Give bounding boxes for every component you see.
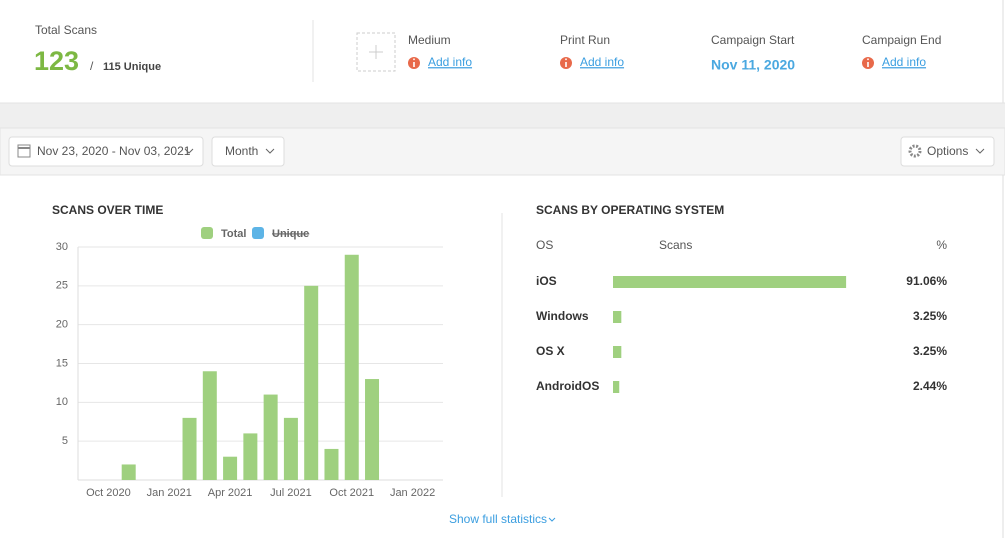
- options-button[interactable]: [900, 136, 995, 167]
- add-info-link[interactable]: Add info: [882, 55, 926, 69]
- interval-button[interactable]: [211, 136, 285, 167]
- calendar-icon: [17, 144, 31, 158]
- x-tick-label: Jul 2021: [270, 487, 312, 499]
- os-percent: 91.06%: [906, 274, 947, 288]
- legend-swatch[interactable]: [201, 227, 213, 239]
- os-name: Windows: [536, 309, 589, 323]
- y-tick-label: 5: [62, 435, 68, 447]
- bar: [182, 417, 197, 480]
- os-name: iOS: [536, 274, 557, 288]
- info-icon: [565, 58, 567, 61]
- os-percent: 3.25%: [913, 309, 947, 323]
- date-button[interactable]: [8, 136, 204, 167]
- y-tick-label: 25: [56, 280, 68, 292]
- x-tick-label: Jan 2021: [147, 487, 192, 499]
- x-tick-label: Jan 2022: [390, 487, 435, 499]
- show-stats-link[interactable]: Show full statistics: [449, 512, 547, 526]
- gear-icon: [908, 144, 922, 158]
- bar: [324, 448, 339, 480]
- separator: /: [90, 59, 94, 73]
- date-range: Nov 23, 2020 - Nov 03, 2021: [37, 144, 191, 158]
- chevron: [548, 517, 556, 522]
- bar: [263, 394, 278, 480]
- os-bar: [613, 311, 622, 323]
- add-info-link[interactable]: Add info: [428, 55, 472, 69]
- bar: [223, 456, 238, 480]
- field-label: Campaign End: [862, 33, 941, 47]
- add-info-link[interactable]: Add info: [580, 55, 624, 69]
- os-name: AndroidOS: [536, 379, 599, 393]
- legend-swatch[interactable]: [252, 227, 264, 239]
- bar: [365, 379, 380, 480]
- column-header: Scans: [659, 238, 692, 252]
- field-label: Campaign Start: [711, 33, 795, 47]
- x-tick-label: Apr 2021: [208, 487, 253, 499]
- chevron: [265, 148, 275, 154]
- field-label: Medium: [408, 33, 451, 47]
- field-value: Nov 11, 2020: [711, 57, 795, 73]
- bar: [121, 464, 136, 480]
- bar: [304, 285, 319, 480]
- bar: [243, 433, 258, 480]
- os-bar: [613, 346, 622, 358]
- plus-icon: [369, 45, 383, 59]
- chevron: [184, 148, 194, 154]
- x-tick-label: Oct 2020: [86, 487, 131, 499]
- y-tick-label: 20: [56, 319, 68, 331]
- bar: [344, 254, 359, 480]
- total-label: Total Scans: [35, 23, 97, 37]
- image-placeholder[interactable]: [356, 32, 396, 72]
- info-icon: [413, 62, 415, 67]
- os-bar: [613, 381, 620, 393]
- info-icon: [413, 58, 415, 61]
- y-tick-label: 10: [56, 396, 68, 408]
- legend-label[interactable]: Total: [221, 228, 246, 240]
- os-name: OS X: [536, 344, 565, 358]
- field-label: Print Run: [560, 33, 610, 47]
- bar: [283, 417, 298, 480]
- info-icon: [867, 62, 869, 67]
- column-header: %: [936, 238, 947, 252]
- unique-value: 115 Unique: [103, 61, 161, 73]
- os-bar: [613, 276, 847, 288]
- os-title: SCANS BY OPERATING SYSTEM: [536, 203, 724, 217]
- bar: [202, 371, 217, 480]
- options: Options: [927, 144, 968, 158]
- info-icon: [867, 58, 869, 61]
- x-tick-label: Oct 2021: [329, 487, 374, 499]
- total-value: 123: [34, 46, 79, 76]
- gap: [0, 103, 1005, 128]
- os-percent: 2.44%: [913, 379, 947, 393]
- interval: Month: [225, 144, 258, 158]
- os-percent: 3.25%: [913, 344, 947, 358]
- info-icon: [565, 62, 567, 67]
- legend-label[interactable]: Unique: [272, 228, 309, 240]
- column-header: OS: [536, 238, 553, 252]
- y-tick-label: 30: [56, 241, 68, 253]
- chart-title: SCANS OVER TIME: [52, 203, 163, 217]
- y-tick-label: 15: [56, 357, 68, 369]
- chevron: [975, 148, 985, 154]
